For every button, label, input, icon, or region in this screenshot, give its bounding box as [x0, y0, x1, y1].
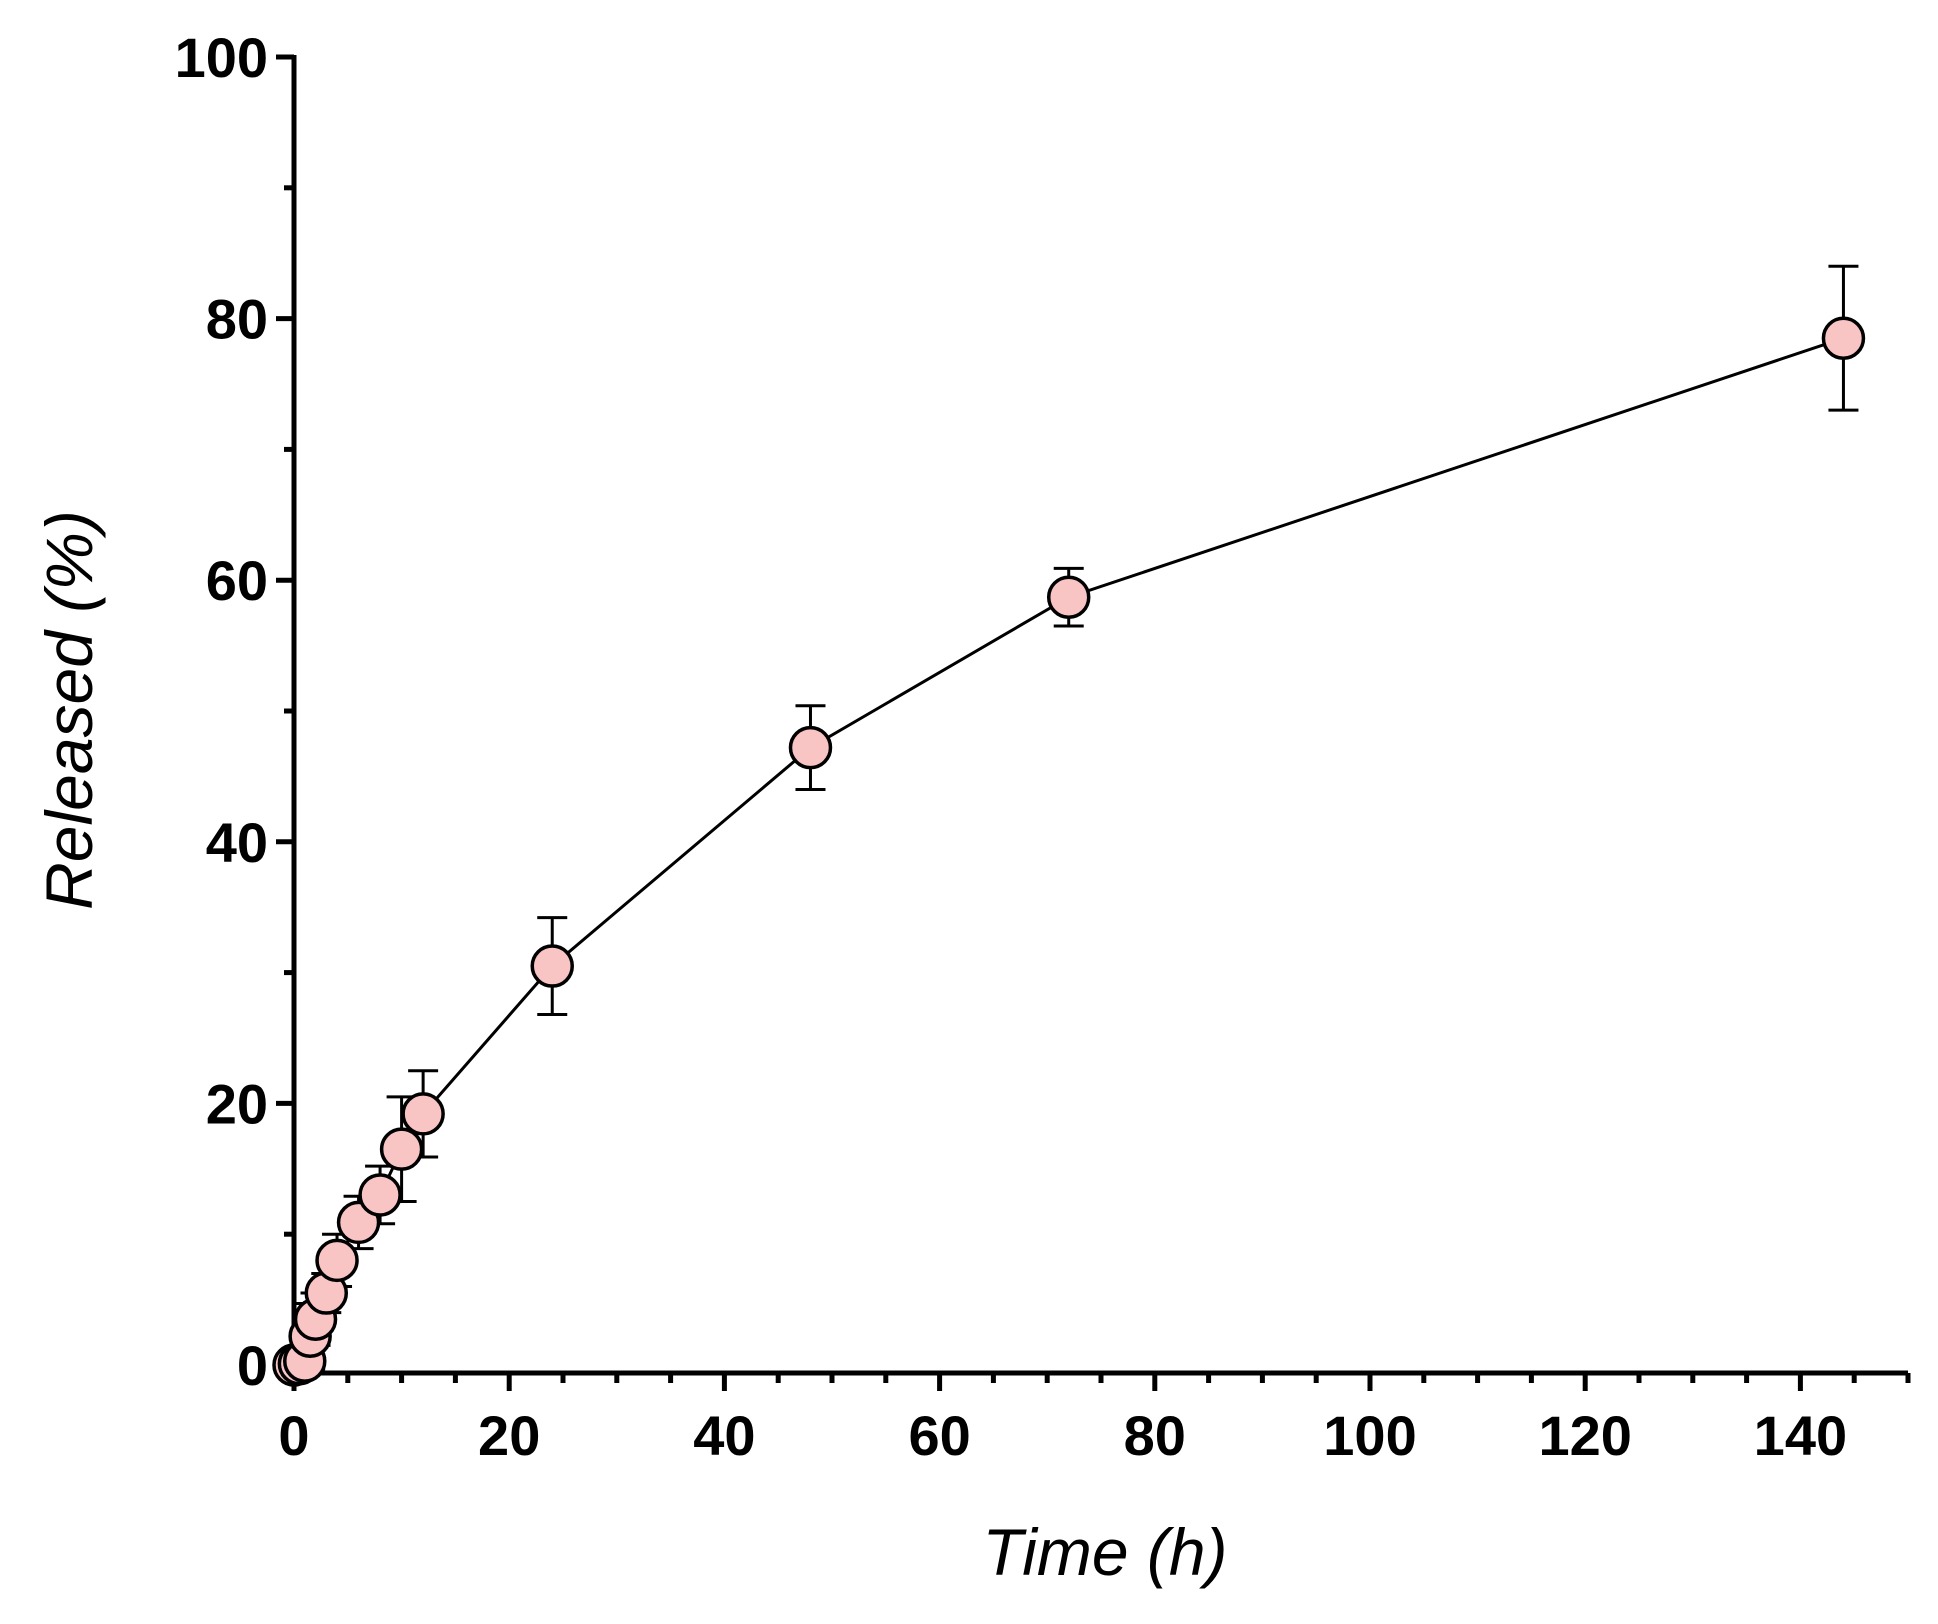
y-tick-label: 60: [206, 549, 268, 612]
x-tick-label: 100: [1323, 1404, 1416, 1467]
data-point: [401, 1092, 445, 1136]
x-tick-label: 20: [478, 1404, 540, 1467]
y-axis-title: Released (%): [32, 510, 106, 910]
data-point: [1821, 316, 1866, 360]
x-tick-label: 40: [693, 1404, 755, 1467]
x-tick-label: 60: [908, 1404, 970, 1467]
data-point: [788, 725, 833, 770]
x-tick-label: 120: [1538, 1404, 1631, 1467]
x-tick-label: 80: [1124, 1404, 1186, 1467]
x-axis-title: Time (h): [982, 1515, 1227, 1589]
data-point: [358, 1173, 402, 1217]
y-tick-label: 100: [175, 26, 268, 89]
series-line: [293, 336, 1844, 1367]
data-point: [379, 1127, 424, 1171]
data-point: [530, 944, 574, 988]
data-point: [1046, 575, 1091, 619]
y-tick-label: 80: [206, 288, 268, 351]
y-tick-label: 20: [206, 1072, 268, 1135]
y-tick-label: 0: [237, 1334, 268, 1397]
y-tick-label: 40: [206, 811, 268, 874]
x-tick-label: 0: [278, 1404, 309, 1467]
data-point: [315, 1238, 359, 1283]
x-tick-label: 140: [1754, 1404, 1847, 1467]
